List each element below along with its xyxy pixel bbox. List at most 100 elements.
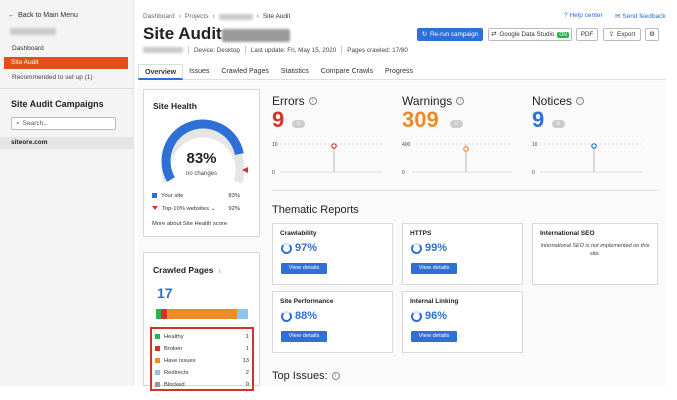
info-icon[interactable]: i [308,97,317,105]
tab-progress[interactable]: Progress [384,68,413,75]
legend-row-healthy[interactable]: Healthy 1 [155,334,249,340]
page-title: Site Audit: [143,24,227,44]
top-issues-title-text: Top Issues: [272,370,328,382]
top10-marker-icon [242,167,248,173]
help-center-link[interactable]: ? Help center [564,12,603,19]
row-label: Redirects [164,370,189,377]
row-label: Broken [164,346,183,353]
campaign-site-item[interactable]: siteore.com [0,137,134,149]
errors-data-point [331,143,337,149]
tab-crawled-pages[interactable]: Crawled Pages [221,68,269,75]
site-health-change: no changes [185,171,218,177]
report-title: Site Performance [280,298,334,305]
blocked-square-icon [155,382,160,387]
google-data-studio-button[interactable]: ⇄ Google Data Studio ON [488,28,572,41]
top-issues-title: Top Issues: i [272,370,340,382]
sidebar-item-recommended[interactable]: Recommended to set up (1) [12,74,93,81]
search-placeholder: Search... [22,120,49,127]
view-details-button[interactable]: View details [411,263,457,274]
report-value: 97% [295,242,318,254]
site-health-more-link[interactable]: More about Site Health score [152,221,228,227]
sidebar-item-dashboard[interactable]: Dashboard [12,45,44,52]
errors-count[interactable]: 9 [272,107,285,132]
redirects-square-icon [155,370,160,375]
legend-row-redirects[interactable]: Redirects 2 [155,370,249,376]
legend-top10[interactable]: Top-10% websites ⌄ 92% [152,206,240,212]
search-icon: ⌕ [16,119,20,127]
info-icon[interactable]: i [576,97,585,105]
notices-trend-chart: 10 0 [532,142,642,176]
legend-row-broken[interactable]: Broken 1 [155,346,249,352]
chevron-right-icon: › [212,13,215,20]
page-title-text: Site Audit: [143,24,228,43]
row-value: 1 [245,346,249,353]
tab-issues[interactable]: Issues [189,68,210,75]
gear-icon: ⚙ [649,31,655,38]
crawled-pages-title: Crawled Pages i [153,265,224,276]
intl-seo-note: International SEO is not implemented on … [540,243,650,257]
rerun-label: Re-run campaign [429,31,479,38]
sidebar-item-site-audit[interactable]: Site Audit [4,57,128,69]
breadcrumb-project-blurred[interactable] [218,13,253,20]
back-to-main-menu-link[interactable]: ← Back to Main Menu [8,12,78,19]
report-score: 88% [281,310,317,322]
warnings-count[interactable]: 309 [402,107,439,132]
bar-segment-redirects [237,309,248,319]
audit-meta: Device: Desktop Last update: Fri, May 15… [143,46,408,54]
progress-ring-icon [281,310,292,322]
info-icon[interactable]: i [219,269,221,275]
notices-count[interactable]: 9 [532,107,545,132]
report-card-crawlability: Crawlability 97% View details [272,223,393,285]
issues-square-icon [155,358,160,363]
warnings-label-text: Warnings [402,94,453,108]
info-icon[interactable]: i [331,372,340,380]
breadcrumb-dashboard[interactable]: Dashboard [143,13,175,20]
tab-overview[interactable]: Overview [138,64,184,80]
pdf-button[interactable]: PDF [576,28,598,41]
warnings-axis-top: 400 [402,142,411,148]
send-feedback-link[interactable]: ✉ Send feedback [615,12,666,20]
errors-axis-top: 10 [272,142,278,148]
errors-axis-bottom: 0 [272,170,275,176]
pages-crawled-label: Pages crawled: 17/80 [347,46,408,54]
project-name-blurred [10,28,56,35]
row-label: Blocked [164,382,185,389]
progress-ring-icon [411,310,422,322]
warnings-data-point [463,146,469,152]
info-icon[interactable]: i [456,97,465,105]
bar-segment-healthy [156,309,162,319]
crawled-pages-bar [156,309,248,319]
export-button[interactable]: ⇪ Export [603,28,641,41]
site-health-gauge [161,119,248,184]
notices-axis-bottom: 0 [532,170,535,176]
tab-statistics[interactable]: Statistics [280,68,309,75]
rerun-campaign-button[interactable]: ↻ Re-run campaign [417,28,483,41]
chevron-right-icon: › [178,13,181,20]
legend-your-site: Your site 83% [152,193,240,199]
feedback-label: Send feedback [622,13,666,20]
divider [188,46,189,54]
view-details-button[interactable]: View details [281,331,327,342]
legend-row-have-issues[interactable]: Have issues 13 [155,358,249,364]
arrow-left-icon: ← [8,12,15,19]
campaign-search-input[interactable]: ⌕ Search... [11,117,116,130]
tab-compare-crawls[interactable]: Compare Crawls [320,68,373,75]
report-card-site-performance: Site Performance 88% View details [272,291,393,353]
healthy-square-icon [155,334,160,339]
legend-row-blocked[interactable]: Blocked 0 [155,382,249,388]
view-details-button[interactable]: View details [411,331,457,342]
triangle-icon [152,206,158,211]
divider [272,190,658,191]
breadcrumb-projects[interactable]: Projects [184,13,209,20]
legend-value: 92% [228,206,240,212]
progress-ring-icon [411,242,422,254]
settings-button[interactable]: ⚙ [645,28,659,41]
warnings-change-badge: 0 [450,120,463,128]
crawled-pages-count: 17 [157,285,173,301]
report-value: 88% [295,310,318,322]
export-label: Export [617,31,636,38]
view-details-button[interactable]: View details [281,263,327,274]
warnings-trend-chart: 400 0 [402,142,512,176]
row-value: 1 [245,334,249,341]
legend-label: Your site [161,193,184,200]
